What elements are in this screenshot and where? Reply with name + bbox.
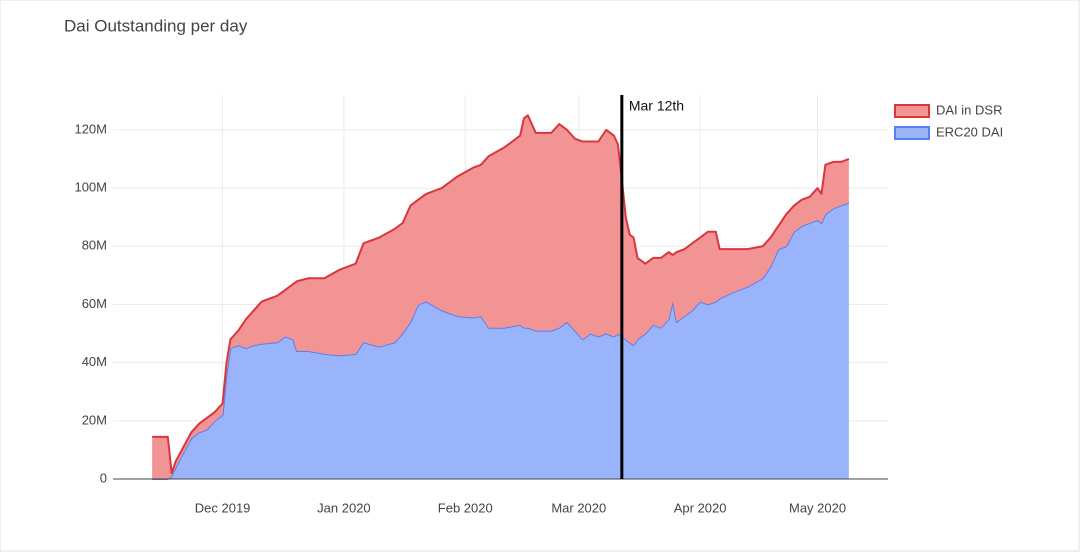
area [152, 202, 849, 480]
x-tick-label: Apr 2020 [674, 500, 727, 515]
y-tick-label: 40M [82, 354, 107, 369]
y-tick-label: 0 [100, 470, 107, 485]
area [152, 115, 849, 479]
y-tick-label: 60M [82, 296, 107, 311]
y-tick-label: 100M [74, 180, 107, 195]
legend-label[interactable]: ERC20 DAI [936, 124, 1003, 139]
x-tick-label: Dec 2019 [195, 500, 251, 515]
area-line [152, 114, 850, 475]
chart-title: Dai Outstanding per day [64, 16, 248, 35]
x-tick-label: Jan 2020 [317, 500, 371, 515]
x-tick-label: Mar 2020 [551, 500, 606, 515]
y-tick-label: 20M [82, 412, 107, 427]
y-tick-label: 120M [74, 121, 107, 136]
x-tick-label: Feb 2020 [438, 500, 493, 515]
legend-label[interactable]: DAI in DSR [936, 102, 1002, 117]
legend-swatch[interactable] [894, 126, 930, 140]
event-label: Mar 12th [629, 98, 684, 114]
x-tick-label: May 2020 [789, 500, 846, 515]
legend-swatch[interactable] [894, 104, 930, 118]
y-tick-label: 80M [82, 238, 107, 253]
